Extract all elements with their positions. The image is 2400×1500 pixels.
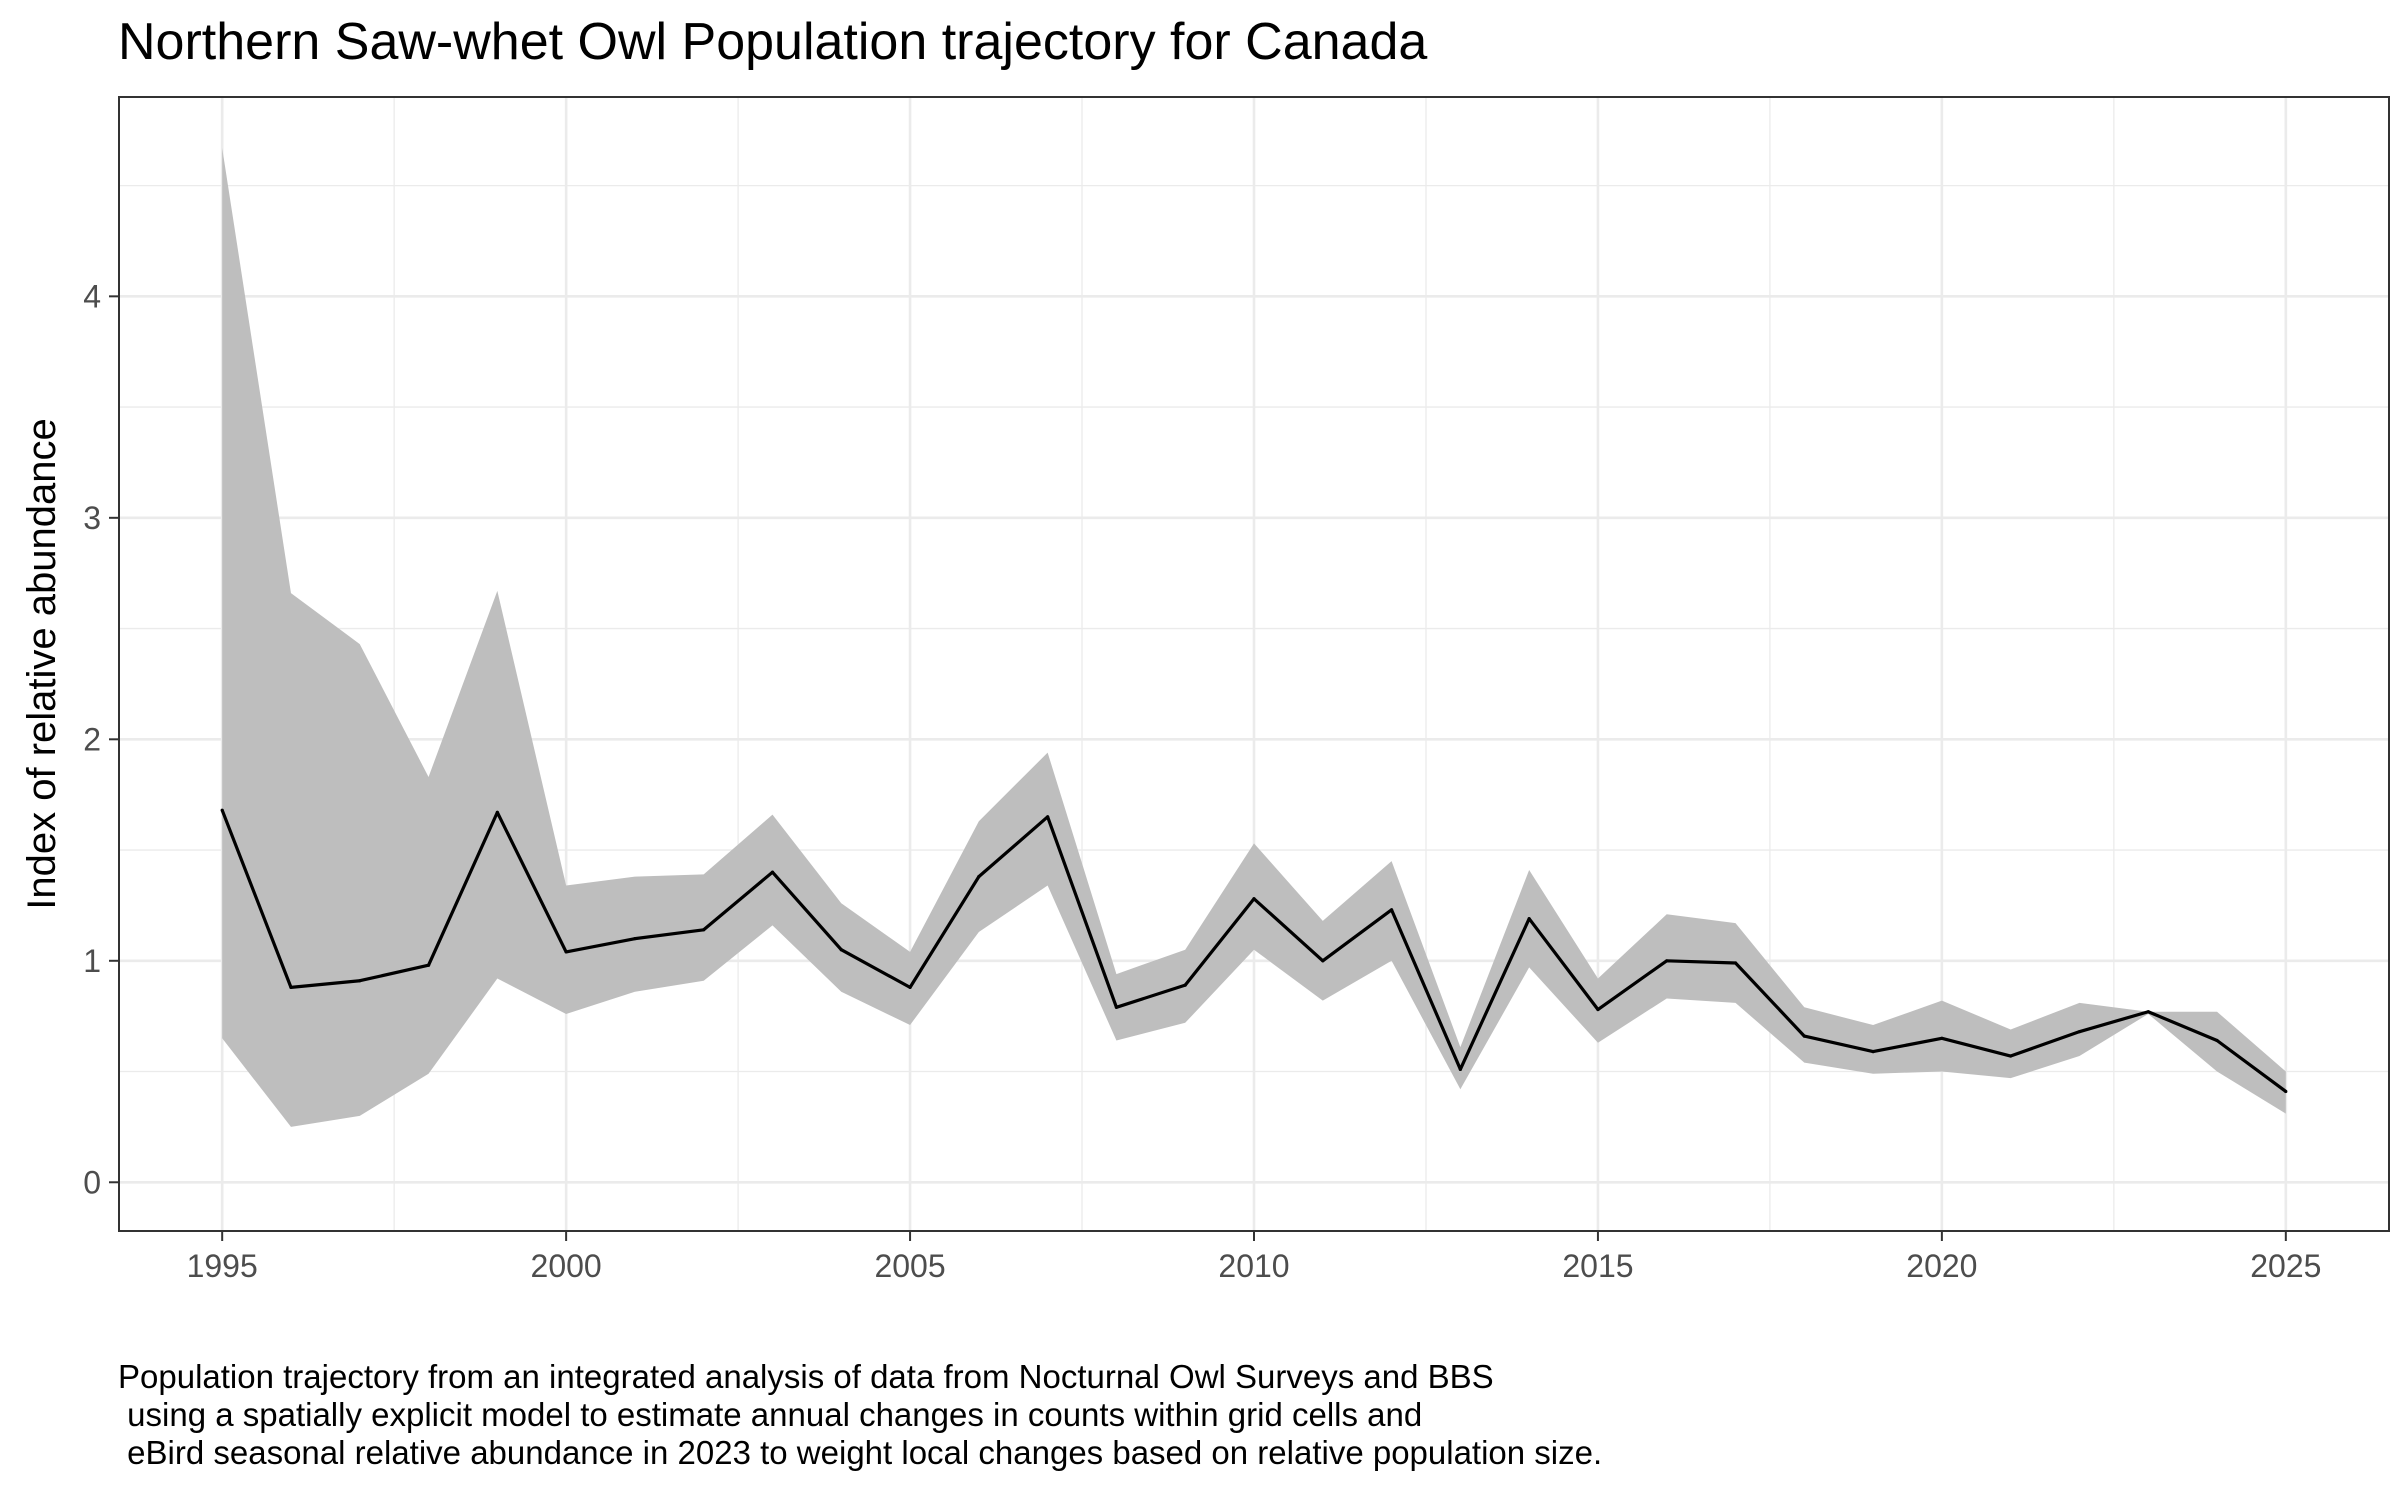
data-point-2002 (702, 928, 706, 932)
y-axis-title: Index of relative abundance (20, 418, 64, 909)
y-tick-label: 4 (83, 278, 101, 314)
data-point-2016 (1665, 959, 1669, 963)
data-point-1998 (426, 963, 431, 967)
data-point-1999 (495, 810, 499, 814)
data-point-1996 (289, 985, 293, 989)
data-point-1995 (220, 808, 224, 812)
data-point-2013 (1458, 1067, 1462, 1071)
y-tick-label: 1 (83, 943, 101, 979)
data-point-2010 (1252, 897, 1256, 901)
confidence-band (222, 147, 2286, 1127)
data-point-2003 (770, 870, 775, 874)
caption: Population trajectory from an integrated… (118, 1358, 1602, 1472)
caption-line-3: eBird seasonal relative abundance in 202… (118, 1434, 1603, 1471)
data-point-2007 (1046, 815, 1050, 819)
trajectory-points (220, 808, 2288, 1094)
data-point-2024 (2215, 1038, 2219, 1043)
y-axis: 0 1 2 3 4 (83, 278, 119, 1200)
data-point-2011 (1321, 959, 1325, 963)
data-point-2012 (1389, 908, 1394, 912)
data-point-1997 (358, 979, 362, 983)
x-tick-label: 1995 (187, 1248, 258, 1284)
x-tick-label: 2010 (1218, 1248, 1289, 1284)
data-point-2004 (839, 948, 843, 952)
data-point-2019 (1871, 1049, 1875, 1054)
caption-line-2: using a spatially explicit model to esti… (118, 1396, 1423, 1433)
x-tick-label: 2015 (1562, 1248, 1633, 1284)
data-point-2014 (1527, 917, 1531, 921)
data-point-2020 (1940, 1036, 1944, 1040)
y-tick-label: 0 (83, 1164, 101, 1200)
data-point-2006 (977, 875, 981, 879)
y-tick-label: 2 (83, 721, 101, 757)
data-point-2025 (2284, 1089, 2288, 1094)
data-point-2022 (2077, 1030, 2082, 1034)
data-point-2018 (1802, 1034, 1806, 1038)
caption-line-1: Population trajectory from an integrated… (118, 1358, 1494, 1395)
data-point-2015 (1596, 1007, 1600, 1012)
data-point-2021 (2009, 1054, 2013, 1058)
data-point-2017 (1733, 961, 1738, 965)
data-point-2005 (908, 985, 912, 989)
data-point-2009 (1183, 983, 1187, 987)
x-tick-label: 2020 (1906, 1248, 1977, 1284)
x-tick-label: 2005 (874, 1248, 945, 1284)
x-tick-label: 2025 (2250, 1248, 2321, 1284)
x-axis: 1995 2000 2005 2010 2015 2020 2025 (187, 1231, 2321, 1284)
data-point-2001 (633, 937, 637, 941)
x-tick-label: 2000 (531, 1248, 602, 1284)
data-point-2000 (564, 950, 568, 954)
y-tick-label: 3 (83, 500, 101, 536)
data-point-2008 (1114, 1005, 1119, 1009)
data-point-2023 (2146, 1010, 2150, 1014)
chart-title: Northern Saw-whet Owl Population traject… (118, 13, 1428, 71)
